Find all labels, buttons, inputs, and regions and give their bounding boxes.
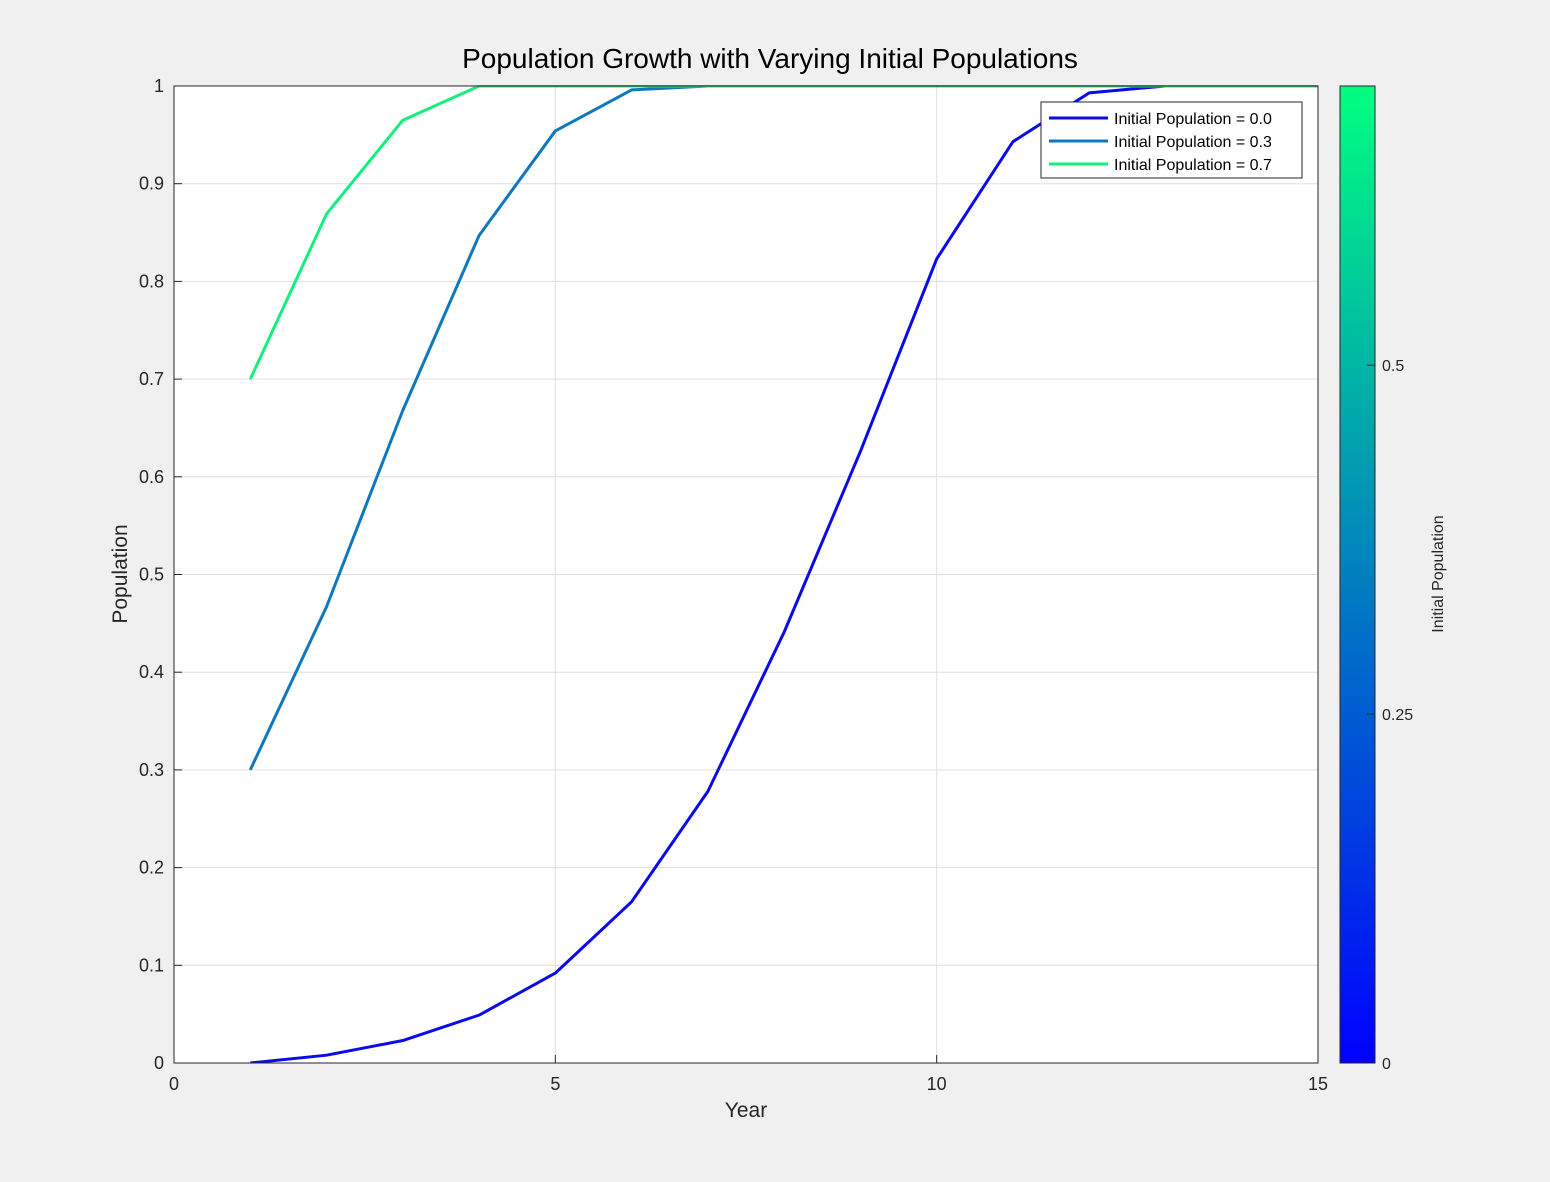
y-tick-label: 0.4 [139,662,164,682]
x-tick-label: 0 [169,1074,179,1094]
chart-title: Population Growth with Varying Initial P… [462,43,1078,74]
y-tick-label: 0 [154,1053,164,1073]
legend-entry: Initial Population = 0.3 [1114,134,1272,151]
x-tick-label: 10 [927,1074,947,1094]
legend-entry: Initial Population = 0.0 [1114,111,1272,128]
colorbar-tick-label: 0 [1382,1056,1391,1073]
x-tick-label: 5 [550,1074,560,1094]
y-tick-label: 0.1 [139,955,164,975]
series-line [250,85,1318,1063]
y-tick-label: 0.8 [139,271,164,291]
legend-entry: Initial Population = 0.7 [1114,157,1272,174]
legend: Initial Population = 0.0 Initial Populati… [1040,101,1303,179]
y-tick-label: 0.2 [139,858,164,878]
axis-ticks: 0 5 10 15 0 0.1 0.2 0.3 0.4 0.5 0.6 0.7 0.8 0.9 1 [139,76,1328,1094]
y-tick-label: 0.7 [139,369,164,389]
colorbar: 0 0.25 0.5 Initial Population [1339,85,1447,1073]
y-tick-label: 1 [154,76,164,96]
colorbar-tick-label: 0.5 [1382,358,1404,375]
colorbar-label: Initial Population [1430,515,1447,632]
y-tick-label: 0.5 [139,565,164,585]
x-axis-label: Year [725,1099,767,1122]
y-tick-label: 0.3 [139,760,164,780]
y-tick-label: 0.9 [139,174,164,194]
colorbar-tick-label: 0.25 [1382,707,1413,724]
colorbar-gradient [1339,85,1376,1064]
y-tick-label: 0.6 [139,467,164,487]
x-tick-label: 15 [1308,1074,1328,1094]
y-axis-label: Population [109,524,132,623]
